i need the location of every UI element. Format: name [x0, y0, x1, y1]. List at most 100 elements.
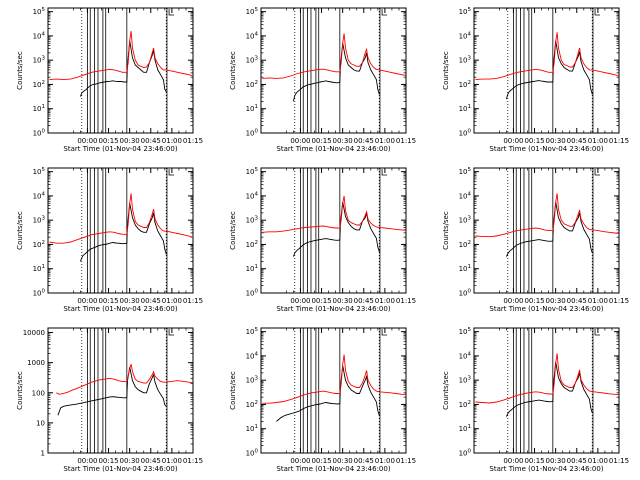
events-line [505, 40, 593, 100]
y-tick-label: 104 [459, 191, 472, 200]
lld-line [262, 354, 407, 404]
plot-frame [473, 167, 620, 294]
plot-frame [473, 327, 620, 454]
y-tick-label: 100 [33, 129, 46, 138]
x-tick-label: 01:00 [588, 297, 608, 305]
lld-line [262, 33, 407, 79]
plot-frame [473, 7, 620, 134]
events-line [292, 201, 380, 257]
x-tick-label: 01:15 [396, 137, 416, 145]
y-tick-label: 101 [459, 104, 471, 113]
x-tick-label: 01:00 [162, 297, 182, 305]
x-tick-label: 00:30 [120, 297, 140, 305]
y-tick-label: 1000 [27, 359, 45, 367]
x-tick-label: 00:15 [311, 457, 331, 465]
x-tick-label: 01:15 [396, 457, 416, 465]
y-axis-label: Counts/sec [229, 211, 237, 250]
corner-mark [168, 329, 175, 336]
y-tick-label: 101 [246, 424, 258, 433]
y-tick-label: 102 [33, 80, 45, 89]
y-tick-label: 105 [33, 7, 46, 16]
x-axis-label: Start Time (01-Nov-04 23:46:00) [63, 305, 177, 313]
events-line [292, 43, 380, 102]
y-tick-label: 10 [36, 419, 45, 427]
x-tick-label: 00:15 [311, 137, 331, 145]
lld-line [475, 193, 620, 238]
corner-mark [381, 329, 388, 336]
y-tick-label: 104 [33, 191, 46, 200]
y-axis-label: Counts/sec [16, 51, 24, 90]
y-tick-label: 105 [246, 327, 259, 336]
x-tick-label: 00:00 [77, 137, 97, 145]
y-tick-label: 103 [33, 56, 46, 65]
x-tick-label: 00:00 [503, 457, 523, 465]
x-tick-label: 00:00 [77, 457, 97, 465]
y-axis-label: Counts/sec [442, 371, 450, 410]
x-axis-label: Start Time (01-Nov-04 23:46:00) [63, 465, 177, 473]
x-tick-label: 00:45 [354, 457, 374, 465]
plot-frame [47, 327, 194, 454]
y-tick-label: 100 [459, 129, 472, 138]
x-tick-label: 00:00 [290, 137, 310, 145]
plot-frame [260, 167, 407, 294]
corner-mark [594, 9, 601, 16]
y-tick-label: 104 [246, 31, 259, 40]
y-tick-label: 100 [459, 289, 472, 298]
x-tick-label: 01:15 [609, 457, 629, 465]
x-tick-label: 00:45 [141, 297, 161, 305]
x-tick-label: 00:30 [333, 297, 353, 305]
y-axis-label: Counts/sec [16, 211, 24, 250]
x-tick-label: 00:45 [354, 137, 374, 145]
x-tick-label: 00:30 [546, 297, 566, 305]
x-axis-label: Start Time (01-Nov-04 23:46:00) [63, 145, 177, 153]
x-tick-label: 00:30 [333, 457, 353, 465]
x-tick-label: 01:15 [183, 137, 203, 145]
x-tick-label: 00:30 [333, 137, 353, 145]
x-tick-label: 00:30 [546, 457, 566, 465]
lld-line [475, 32, 620, 81]
x-tick-label: 01:00 [375, 297, 395, 305]
x-tick-label: 00:45 [567, 457, 587, 465]
x-tick-label: 00:30 [546, 137, 566, 145]
y-tick-label: 101 [33, 264, 45, 273]
x-tick-label: 00:00 [503, 137, 523, 145]
corner-mark [168, 169, 175, 176]
y-tick-label: 1 [41, 450, 45, 458]
y-tick-label: 100 [246, 129, 259, 138]
events-line [276, 365, 380, 422]
y-tick-label: 104 [246, 191, 259, 200]
y-tick-label: 103 [246, 376, 259, 385]
y-tick-label: 105 [459, 7, 472, 16]
x-tick-label: 00:15 [98, 137, 118, 145]
y-axis-label: Counts/sec [229, 51, 237, 90]
corner-mark [594, 329, 601, 336]
x-tick-label: 01:00 [162, 457, 182, 465]
y-tick-label: 104 [459, 31, 472, 40]
x-tick-label: 01:00 [588, 457, 608, 465]
x-tick-label: 00:45 [354, 297, 374, 305]
x-tick-label: 00:15 [98, 297, 118, 305]
y-tick-label: 104 [33, 31, 46, 40]
lld-line [49, 193, 194, 244]
x-tick-label: 00:45 [567, 297, 587, 305]
x-tick-label: 01:00 [375, 137, 395, 145]
y-tick-label: 10000 [23, 329, 45, 337]
y-tick-label: 104 [459, 351, 472, 360]
events-line [79, 203, 167, 262]
y-tick-label: 103 [246, 216, 259, 225]
y-axis-label: Counts/sec [16, 371, 24, 410]
plot-frame [47, 7, 194, 134]
x-tick-label: 01:15 [183, 297, 203, 305]
y-tick-label: 100 [246, 289, 259, 298]
y-tick-label: 100 [33, 289, 46, 298]
x-tick-label: 01:15 [396, 297, 416, 305]
plot-frame [260, 327, 407, 454]
y-tick-label: 100 [459, 449, 472, 458]
y-tick-label: 101 [459, 424, 471, 433]
y-tick-label: 103 [459, 376, 472, 385]
